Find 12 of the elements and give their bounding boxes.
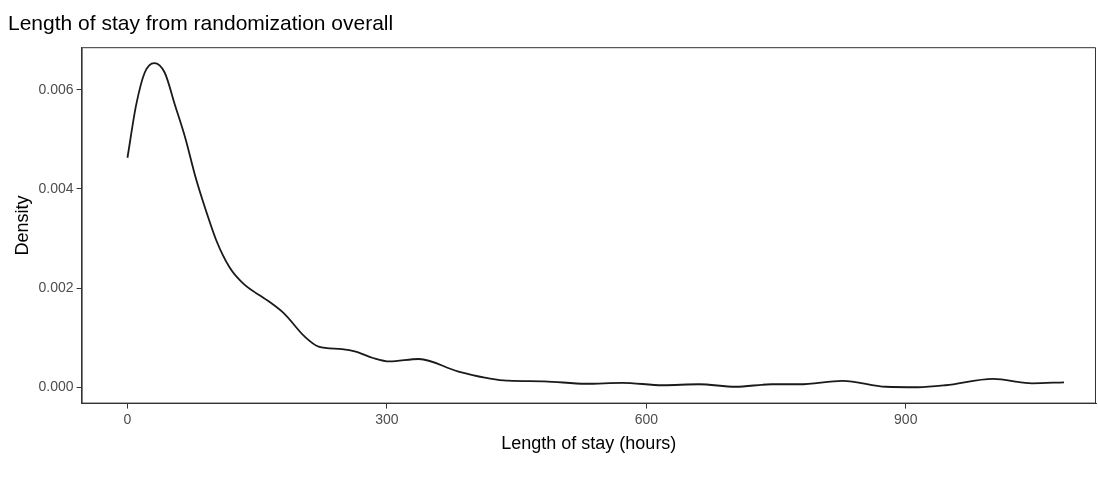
x-tick-label: 900 [894, 410, 918, 427]
y-tick-label: 0.002 [38, 278, 74, 295]
y-axis-title: Density [11, 195, 32, 256]
x-tick-label: 600 [634, 410, 659, 427]
x-axis-title: Length of stay (hours) [501, 433, 677, 454]
x-tick-label: 300 [375, 410, 399, 427]
line-series [126, 62, 1065, 389]
chart-title: Length of stay from randomization overall [8, 11, 394, 35]
y-tick-label: 0.004 [38, 179, 74, 196]
x-tick-label: 0 [123, 410, 132, 427]
y-tick-label: 0.000 [38, 378, 74, 395]
y-tick-label: 0.006 [38, 80, 74, 97]
